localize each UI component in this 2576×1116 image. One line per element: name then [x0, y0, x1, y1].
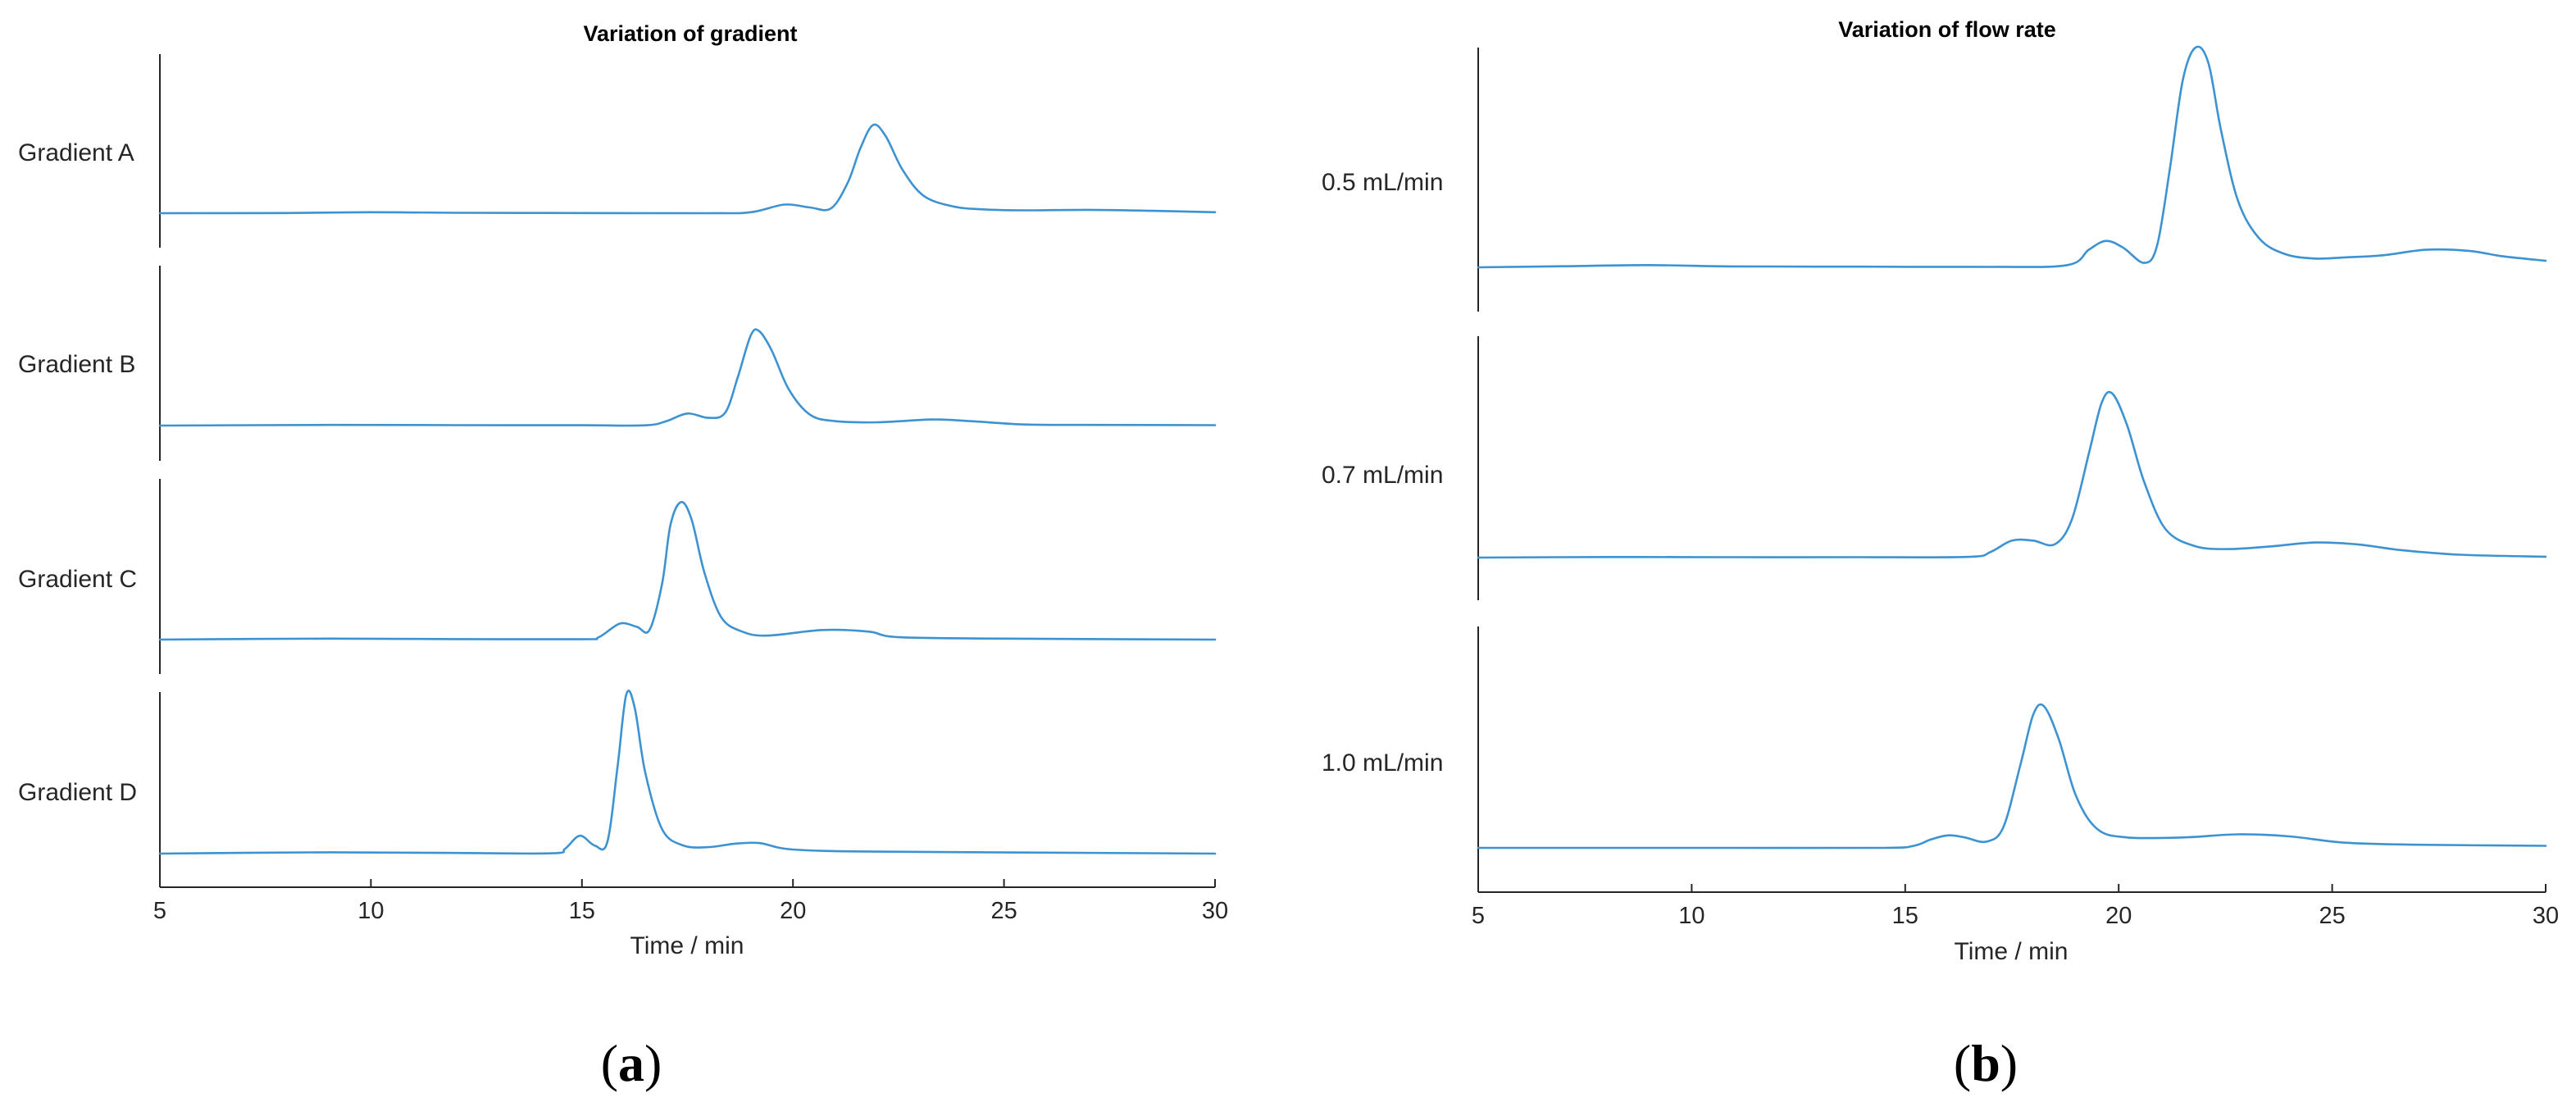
row-label-gradient-b: Gradient B	[18, 351, 135, 378]
row-label-1-0-ml-min: 1.0 mL/min	[1322, 749, 1443, 777]
panel-b-flow-rate-chart: Variation of flow rate 0.5 mL/min 0.7 mL…	[1322, 17, 2559, 1092]
panel-label-a: (a)	[601, 1034, 662, 1092]
x-tick-label-a-20: 20	[780, 898, 806, 924]
row-label-0-7-ml-min: 0.7 mL/min	[1322, 462, 1443, 489]
x-tick-label-a-15: 15	[569, 898, 595, 924]
panel-label-a-open: (	[601, 1034, 618, 1092]
chart-title-b: Variation of flow rate	[1838, 17, 2056, 42]
x-ticks-a: 5 10 15 20 25 30	[153, 879, 1228, 924]
x-tick-label-b-10: 10	[1678, 903, 1704, 929]
x-tick-label-a-10: 10	[357, 898, 384, 924]
chromatogram-trace-1-0-ml-min	[1477, 703, 2547, 850]
x-tick-label-b-5: 5	[1472, 903, 1485, 929]
chromatogram-trace-gradient-d	[158, 690, 1217, 855]
x-axis-label-b: Time / min	[1955, 938, 2069, 965]
panel-label-a-letter: a	[618, 1034, 644, 1092]
panel-label-b: (b)	[1954, 1034, 2018, 1092]
x-tick-label-b-15: 15	[1892, 903, 1918, 929]
x-axis-label-a: Time / min	[630, 932, 744, 959]
x-tick-label-a-30: 30	[1202, 898, 1228, 924]
row-label-gradient-a: Gradient A	[18, 139, 134, 166]
x-tick-label-b-20: 20	[2105, 903, 2132, 929]
row-label-0-5-ml-min: 0.5 mL/min	[1322, 169, 1443, 196]
panel-label-a-close: )	[644, 1034, 662, 1092]
row-label-gradient-c: Gradient C	[18, 566, 137, 593]
panel-label-b-open: (	[1954, 1034, 1971, 1092]
traces-b	[1477, 45, 2547, 850]
chromatogram-trace-0-7-ml-min	[1477, 390, 2547, 559]
panel-label-b-letter: b	[1971, 1034, 2000, 1092]
row-label-gradient-d: Gradient D	[18, 779, 137, 806]
chromatogram-trace-gradient-c	[158, 500, 1217, 641]
chromatogram-trace-gradient-b	[158, 328, 1217, 427]
x-tick-label-b-25: 25	[2319, 903, 2345, 929]
x-ticks-b: 5 10 15 20 25 30	[1472, 884, 2559, 929]
panel-a-gradient-chart: Variation of gradient Gradient A Gradien…	[18, 21, 1228, 1092]
panel-label-b-close: )	[2000, 1034, 2018, 1092]
x-tick-label-a-25: 25	[990, 898, 1017, 924]
x-tick-label-b-30: 30	[2533, 903, 2559, 929]
chromatogram-trace-gradient-a	[158, 123, 1217, 215]
chromatogram-trace-0-5-ml-min	[1477, 45, 2547, 269]
chart-title-a: Variation of gradient	[583, 21, 797, 46]
traces-a	[158, 123, 1217, 855]
x-tick-label-a-5: 5	[153, 898, 166, 924]
